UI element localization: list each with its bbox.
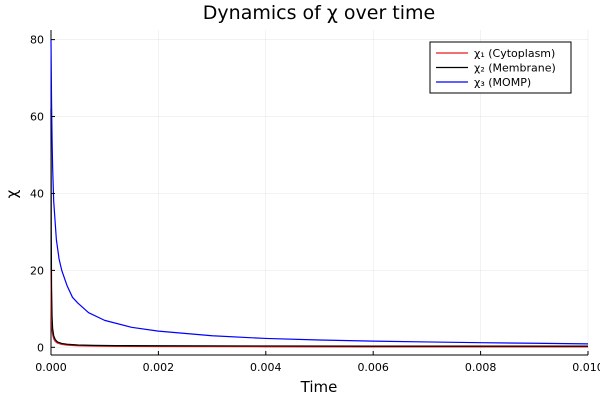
y-tick-label: 20 [30, 264, 44, 277]
x-tick-label: 0.004 [250, 361, 282, 374]
y-tick-label: 40 [30, 187, 44, 200]
legend: χ₁ (Cytoplasm) χ₂ (Membrane)χ₃ (MOMP) [429, 41, 572, 94]
series-line-2 [50, 108, 588, 347]
x-tick-label: 0.002 [143, 361, 175, 374]
legend-label-2: χ₂ (Membrane) [474, 62, 556, 75]
y-axis-label: χ [3, 189, 21, 198]
legend-label-3: χ₃ (MOMP) [474, 76, 531, 89]
x-tick-label: 0.006 [357, 361, 389, 374]
x-tick-label: 0.000 [35, 361, 67, 374]
x-tick-label: 0.008 [465, 361, 497, 374]
y-axis-ticks: 0 20 40 60 80 [30, 34, 55, 354]
x-axis-label: Time [300, 378, 338, 396]
y-tick-label: 80 [30, 34, 44, 47]
plot-area [50, 39, 589, 348]
chart-title: Dynamics of χ over time [203, 2, 435, 24]
x-tick-label: 0.010 [572, 361, 600, 374]
y-tick-label: 0 [37, 341, 44, 354]
series-line-3 [50, 39, 589, 345]
y-tick-label: 60 [30, 111, 44, 124]
series-line-1 [50, 270, 588, 348]
legend-label-1: χ₁ (Cytoplasm) [474, 47, 555, 60]
x-axis-ticks: 0.000 0.002 0.004 0.006 0.008 0.010 [35, 351, 600, 374]
